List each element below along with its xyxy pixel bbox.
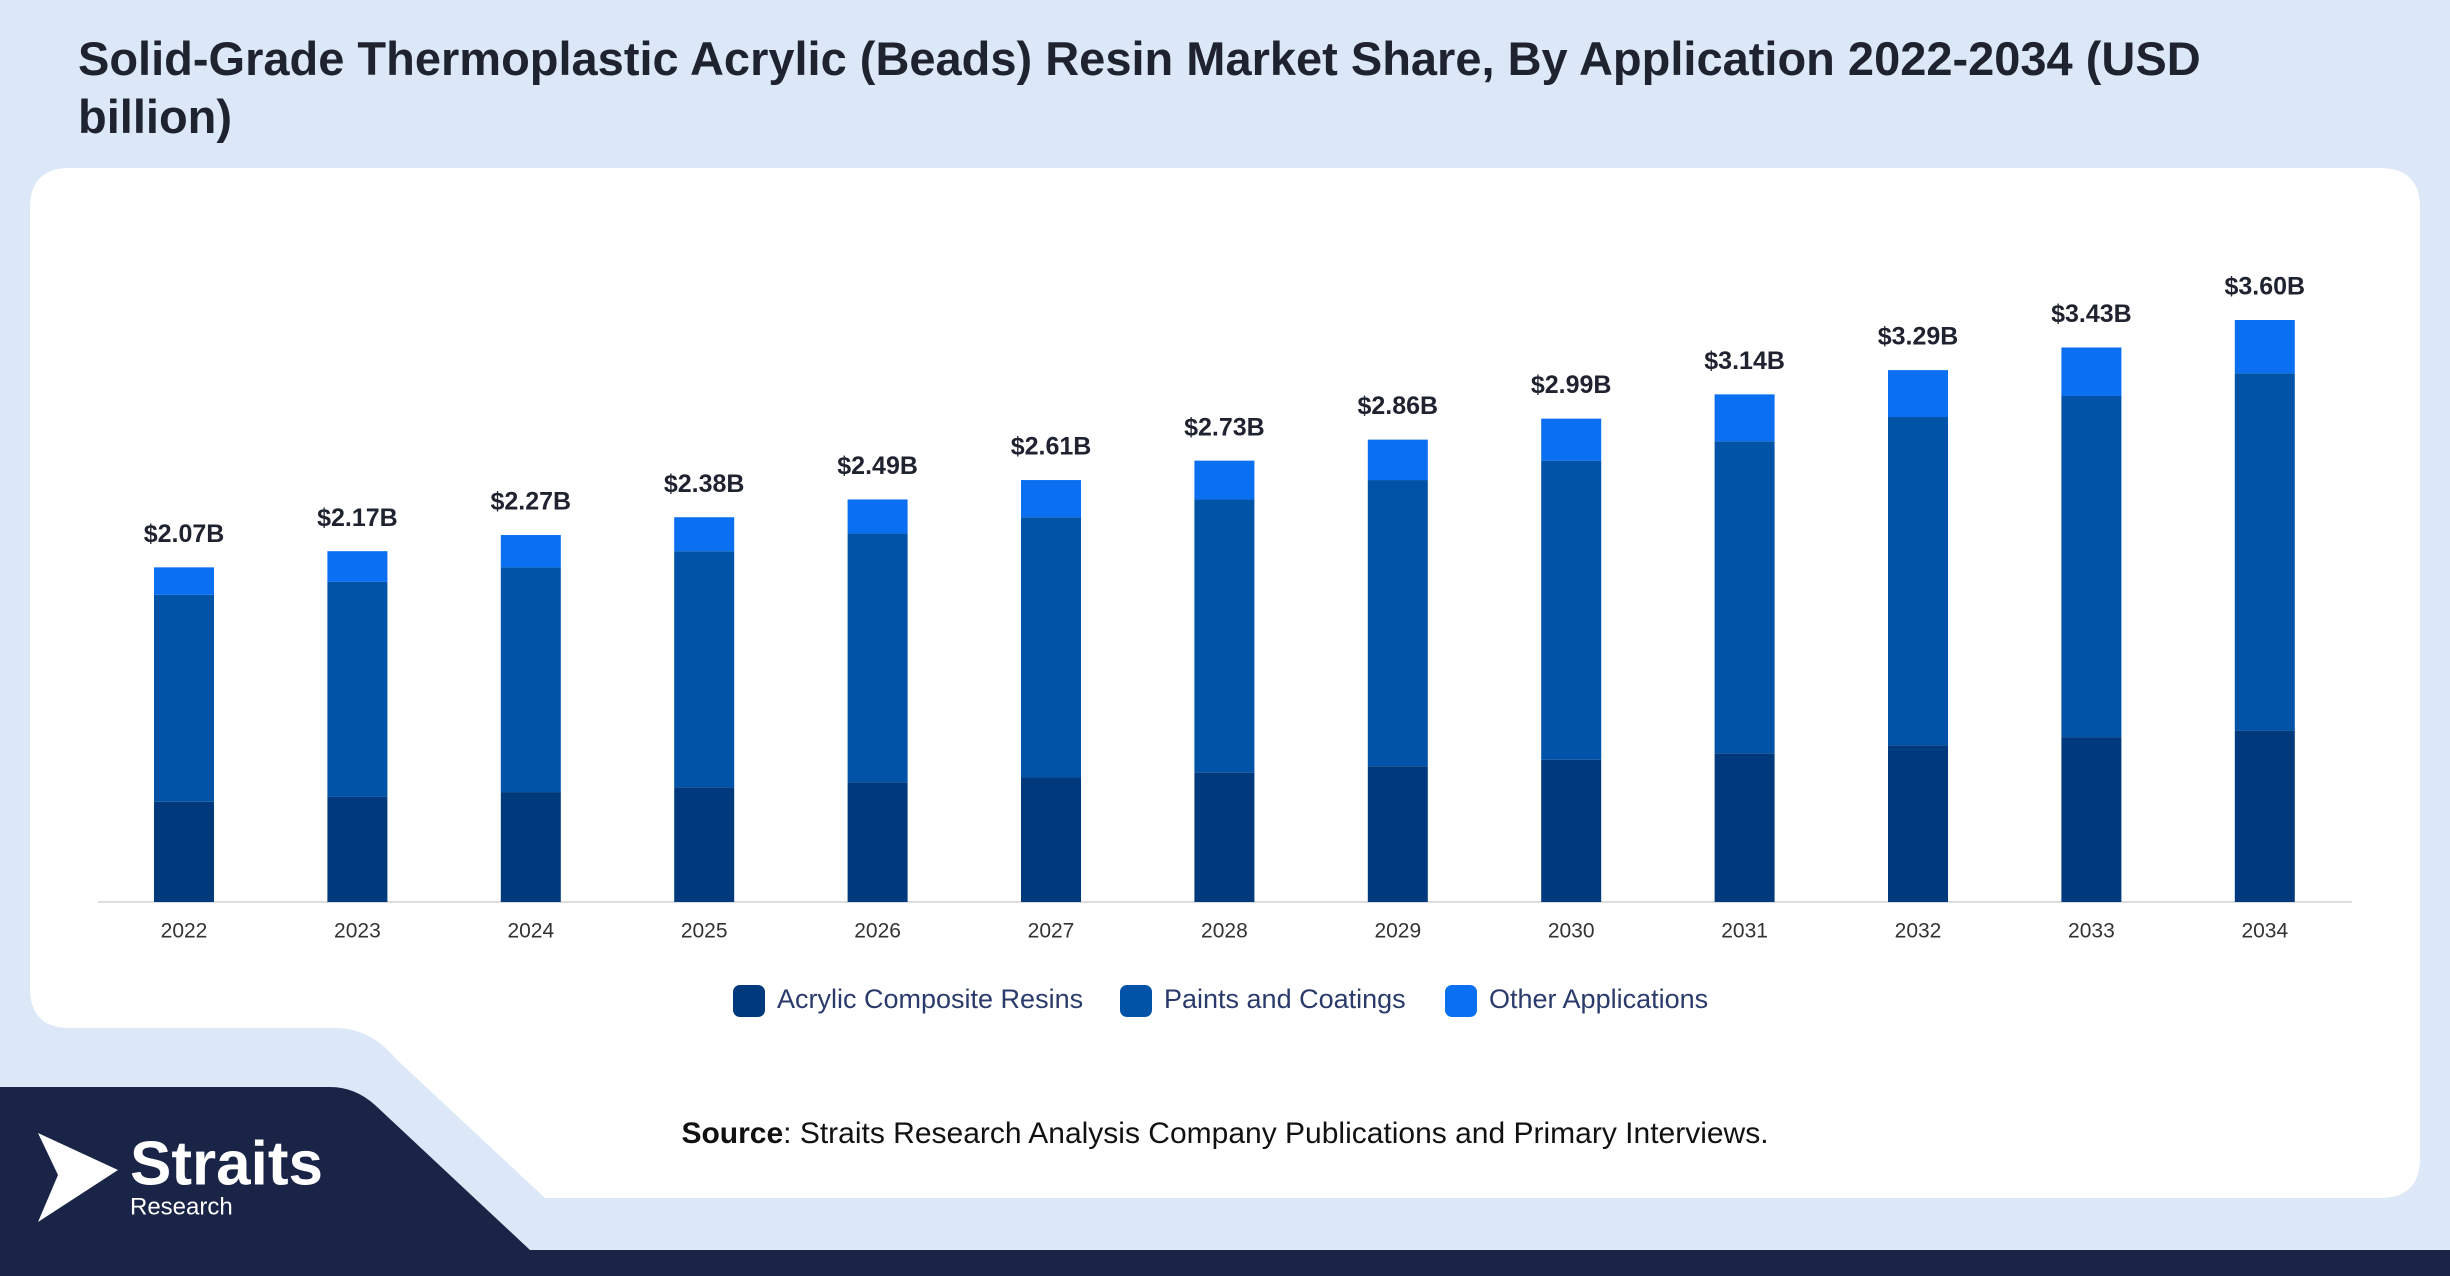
x-tick-label: 2029 (1374, 920, 1421, 943)
x-tick-label: 2023 (334, 920, 381, 943)
x-tick-label: 2027 (1028, 920, 1075, 943)
bar-segment (500, 567, 561, 793)
bar-segment (154, 567, 214, 595)
bar-segment (500, 535, 561, 568)
footer-band (0, 1087, 2450, 1276)
total-label: $2.17B (317, 504, 398, 532)
logo-icon (38, 1133, 118, 1222)
bar-segment (674, 517, 735, 552)
bar-segment (1541, 759, 1602, 902)
source-text: : Straits Research Analysis Company Publ… (783, 1117, 1768, 1150)
x-tick-label: 2022 (161, 920, 208, 943)
legend-swatch (1445, 985, 1477, 1017)
total-label: $2.86B (1357, 392, 1438, 420)
bar-segment (2234, 730, 2295, 902)
bar-segment (1194, 460, 1255, 500)
x-tick-label: 2033 (2068, 920, 2115, 943)
bar-segment (1367, 766, 1428, 902)
bar-segment (2234, 373, 2295, 731)
bar-segment (1021, 517, 1081, 778)
total-label: $3.14B (1704, 347, 1785, 375)
legend-label: Paints and Coatings (1164, 984, 1406, 1014)
bar-segment (1888, 370, 1948, 417)
bar-segment (2234, 320, 2295, 374)
bar-segment (1194, 499, 1255, 773)
x-tick-label: 2024 (507, 920, 554, 943)
x-tick-label: 2032 (1895, 920, 1942, 943)
x-tick-label: 2026 (854, 920, 901, 943)
x-tick-label: 2025 (681, 920, 728, 943)
bar-segment (674, 787, 735, 902)
bar-segment (154, 801, 214, 902)
bar-segment (1888, 417, 1948, 746)
bar-segment (1541, 460, 1602, 760)
total-label: $3.29B (1878, 323, 1959, 351)
total-label: $2.27B (490, 488, 571, 516)
logo-name: Straits (130, 1129, 323, 1198)
bar-segment (1367, 439, 1428, 481)
legend-label: Acrylic Composite Resins (777, 984, 1083, 1014)
bar-segment (1021, 777, 1081, 902)
source-label: Source (681, 1117, 783, 1150)
bar-segment (327, 581, 388, 797)
chart-title: Solid-Grade Thermoplastic Acrylic (Beads… (78, 32, 2201, 143)
bar-segment (500, 792, 561, 902)
x-tick-label: 2028 (1201, 920, 1248, 943)
total-label: $2.99B (1531, 371, 1612, 399)
bar-segment (327, 796, 388, 902)
bar-segment (1714, 394, 1775, 442)
x-tick-label: 2031 (1721, 920, 1768, 943)
total-label: $2.49B (837, 452, 918, 480)
bar-segment (1714, 441, 1775, 754)
bar-segment (847, 782, 908, 902)
bar-segment (154, 594, 214, 802)
total-label: $2.73B (1184, 413, 1265, 441)
bar-segment (1367, 480, 1428, 767)
legend-label: Other Applications (1489, 984, 1708, 1014)
bar-segment (1714, 753, 1775, 902)
bar-segment (2061, 737, 2122, 902)
legend-swatch (733, 985, 765, 1017)
total-label: $3.43B (2051, 300, 2132, 328)
total-label: $2.07B (144, 520, 225, 548)
total-label: $2.38B (664, 470, 745, 498)
source: Source: Straits Research Analysis Compan… (681, 1117, 1768, 1150)
x-tick-label: 2034 (2241, 920, 2288, 943)
bar-segment (1021, 480, 1081, 518)
legend-swatch (1120, 985, 1152, 1017)
bar-segment (1194, 772, 1255, 902)
bar-segment (674, 551, 735, 788)
logo-sub: Research (130, 1193, 233, 1220)
bar-segment (327, 551, 388, 582)
total-label: $2.61B (1011, 433, 1092, 461)
total-label: $3.60B (2224, 273, 2305, 301)
x-tick-label: 2030 (1548, 920, 1595, 943)
bar-segment (2061, 347, 2122, 396)
bar-segment (2061, 395, 2122, 738)
bar-segment (847, 499, 908, 534)
bar-segment (1888, 745, 1948, 902)
bar-segment (847, 533, 908, 783)
bar-segment (1541, 418, 1602, 461)
